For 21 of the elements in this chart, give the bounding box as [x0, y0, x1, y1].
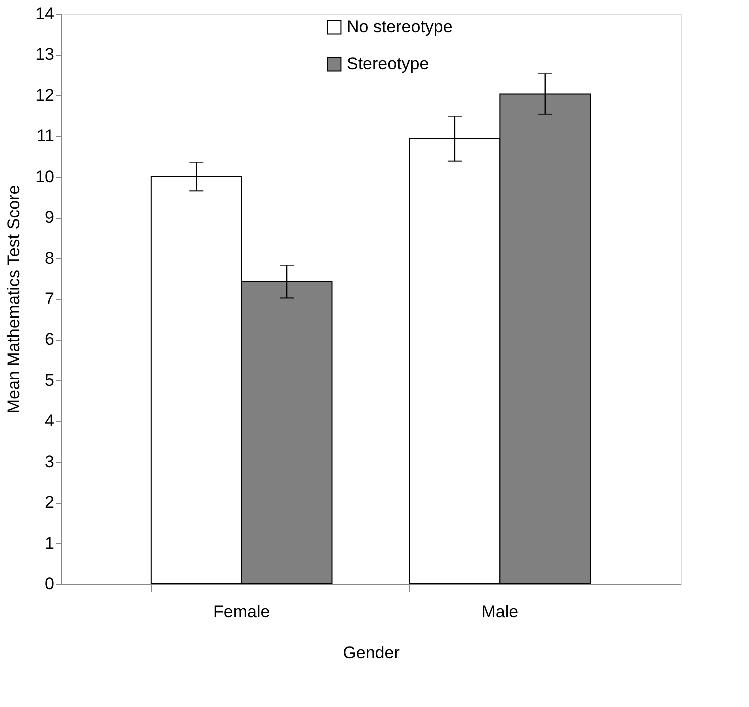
y-tick-label: 0 [45, 574, 54, 594]
y-tick-label: 10 [36, 167, 54, 186]
y-tick-label: 7 [45, 290, 54, 308]
y-tick-label: 13 [36, 45, 54, 64]
y-tick-label: 6 [45, 330, 54, 350]
y-axis-title: Mean Mathematics Test Score [4, 185, 24, 414]
y-tick-label: 3 [45, 452, 54, 472]
y-tick-label: 12 [36, 86, 54, 105]
x-tick-label: Male [482, 602, 519, 622]
legend-label: No stereotype [347, 18, 453, 36]
y-tick-label: 9 [45, 208, 54, 228]
y-tick-label: 4 [45, 412, 54, 431]
y-tick-label: 11 [36, 126, 54, 146]
y-tick-label: 8 [45, 248, 54, 268]
x-axis-title: Gender [343, 644, 400, 662]
y-tick-label: 2 [45, 493, 54, 512]
y-tick-label: 5 [45, 370, 54, 390]
x-tick-label: Female [213, 602, 270, 622]
y-tick-label: 1 [45, 534, 54, 553]
legend-label: Stereotype [347, 54, 430, 74]
y-tick-label: 14 [36, 4, 54, 24]
